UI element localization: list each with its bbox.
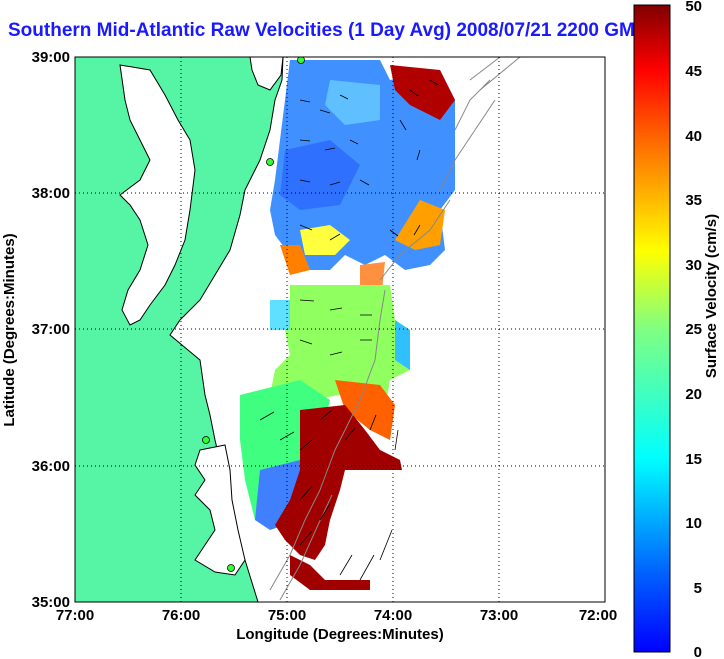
colorbar-tick: 30 (685, 257, 702, 274)
pamlico-sound (194, 444, 246, 576)
x-tick-label: 76:00 (162, 607, 200, 624)
colorbar-tick: 45 (685, 63, 702, 80)
colorbar-tick: 40 (685, 128, 702, 145)
grid-lines (75, 57, 605, 602)
colorbar-tick: 15 (685, 451, 702, 468)
y-tick-label: 39:00 (32, 49, 70, 66)
colorbar-tick: 0 (694, 644, 702, 659)
map-title: Southern Mid-Atlantic Raw Velocities (1 … (8, 20, 647, 41)
x-axis-label: Longitude (Degrees:Minutes) (236, 626, 444, 643)
axes-border (74, 56, 606, 603)
bathymetry-contours (269, 57, 521, 601)
y-tick-label: 35:00 (32, 594, 70, 611)
x-tick-label: 75:00 (268, 607, 306, 624)
y-axis-label: Latitude (Degrees:Minutes) (1, 233, 18, 426)
x-tick-label: 74:00 (374, 607, 412, 624)
colorbar-label: Surface Velocity (cm/s) (703, 214, 720, 378)
colorbar-tick: 20 (685, 386, 702, 403)
colorbar (633, 4, 671, 653)
x-tick-label: 77:00 (56, 607, 94, 624)
y-tick-label: 36:00 (32, 458, 70, 475)
colorbar-tick: 10 (685, 515, 702, 532)
x-tick-label: 73:00 (480, 607, 518, 624)
x-tick-label: 72:00 (579, 607, 617, 624)
y-tick-label: 38:00 (32, 185, 70, 202)
delaware-bay (249, 57, 284, 91)
radar-stations (202, 57, 305, 572)
y-tick-label: 37:00 (32, 321, 70, 338)
colorbar-tick: 35 (685, 192, 702, 209)
current-vectors (259, 79, 439, 581)
chesapeake-bay (119, 64, 196, 326)
colorbar-tick: 25 (685, 321, 702, 338)
colorbar-tick: 50 (685, 0, 702, 15)
colorbar-tick: 5 (694, 580, 702, 597)
